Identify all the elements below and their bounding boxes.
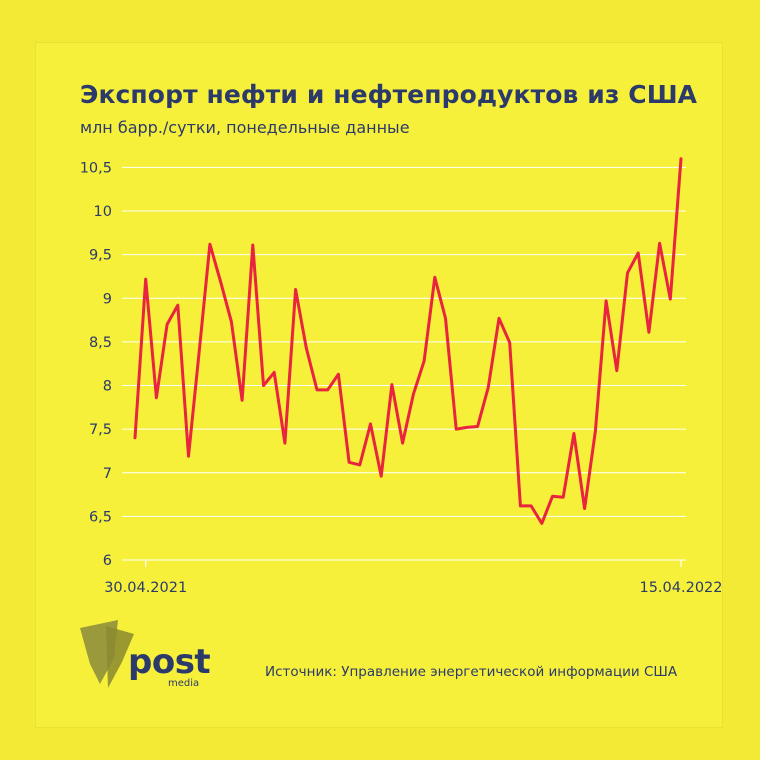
x-tick-label: 15.04.2022: [639, 580, 722, 596]
source-note: Источник: Управление энергетической инфо…: [265, 664, 678, 680]
y-tick-label: 9,5: [89, 248, 112, 264]
y-tick-label: 10,5: [80, 160, 112, 176]
logo-text: post: [128, 642, 211, 682]
y-tick-label: 7,5: [89, 422, 112, 438]
y-tick-label: 7: [103, 466, 112, 482]
y-tick-label: 9: [103, 291, 112, 307]
y-tick-label: 8: [103, 379, 112, 395]
vpost-logo-icon: [80, 620, 134, 688]
chart-title: Экспорт нефти и нефтепродуктов из США: [80, 80, 698, 109]
y-tick-label: 10: [94, 204, 112, 220]
y-tick-label: 6,5: [89, 509, 112, 525]
y-tick-label: 6: [103, 553, 112, 569]
y-tick-label: 8,5: [89, 335, 112, 351]
logo-subtext: media: [168, 678, 200, 689]
chart-subtitle: млн барр./сутки, понедельные данные: [80, 118, 410, 137]
series-line: [133, 157, 683, 525]
x-tick-label: 30.04.2021: [104, 580, 187, 596]
